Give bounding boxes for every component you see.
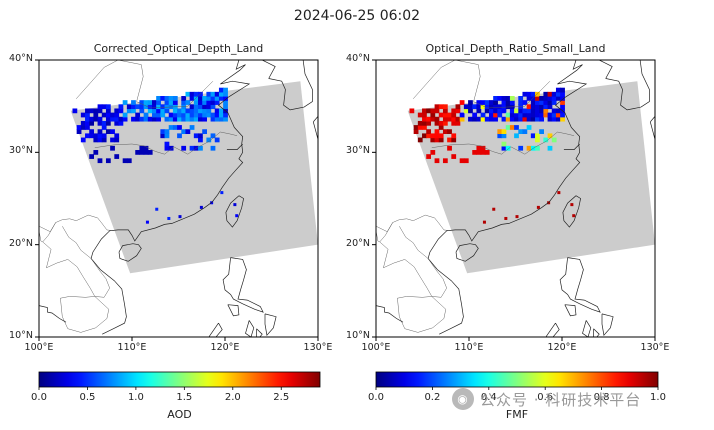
colorbar-tick-label: 0.8 bbox=[593, 392, 610, 403]
y-tick-label: 40°N bbox=[346, 53, 370, 64]
y-tick-label: 10°N bbox=[9, 330, 33, 341]
x-tick-label: 110°E bbox=[117, 342, 147, 353]
colorbar-tick-label: 0.5 bbox=[79, 392, 96, 403]
y-tick-label: 20°N bbox=[346, 237, 370, 249]
retrieval-pixels bbox=[72, 87, 239, 224]
watermark-text: 公众号 · 科研技术平台 bbox=[480, 390, 642, 409]
colorbar bbox=[38, 371, 321, 388]
panel-title: Corrected_Optical_Depth_Land bbox=[93, 42, 264, 55]
coastlines bbox=[39, 60, 318, 337]
y-tick-label: 20°N bbox=[9, 237, 33, 249]
x-tick-label: 120°E bbox=[210, 342, 240, 353]
colorbar-tick-label: 2.5 bbox=[273, 392, 290, 403]
y-tick-label: 30°N bbox=[9, 145, 33, 157]
satellite-swath bbox=[407, 81, 655, 274]
colorbar-tick-label: 0.6 bbox=[537, 392, 554, 403]
wechat-icon: ◉ bbox=[452, 388, 474, 410]
figure-title: 2024-06-25 06:02 bbox=[293, 8, 421, 24]
colorbar-tick-label: 1.0 bbox=[127, 392, 144, 403]
x-tick-label: 110°E bbox=[454, 342, 484, 353]
retrieval-pixels bbox=[409, 87, 576, 224]
colorbar-tick-label: 2.0 bbox=[224, 392, 241, 403]
watermark: ◉ 公众号 · 科研技术平台 bbox=[452, 388, 641, 410]
colorbar-label: AOD bbox=[167, 408, 192, 421]
x-tick-label: 130°E bbox=[303, 342, 333, 353]
x-tick-label: 100°E bbox=[24, 342, 54, 353]
x-tick-label: 130°E bbox=[640, 342, 670, 353]
colorbar-tick-label: 0.0 bbox=[368, 392, 384, 403]
colorbar-tick-label: 0.4 bbox=[480, 392, 497, 403]
colorbar-tick-label: 0.0 bbox=[31, 392, 47, 403]
colorbar bbox=[375, 371, 659, 388]
coastlines bbox=[376, 60, 655, 337]
y-tick-label: 30°N bbox=[346, 145, 370, 157]
x-tick-label: 100°E bbox=[361, 342, 391, 353]
x-tick-label: 120°E bbox=[547, 342, 577, 353]
y-tick-label: 10°N bbox=[346, 330, 370, 341]
colorbar-tick-label: 1.0 bbox=[650, 392, 666, 403]
colorbar-tick-label: 1.5 bbox=[176, 392, 193, 403]
panel-title: Optical_Depth_Ratio_Small_Land bbox=[425, 42, 606, 55]
satellite-swath bbox=[70, 81, 318, 274]
y-tick-label: 40°N bbox=[9, 53, 33, 64]
colorbar-tick-label: 0.2 bbox=[424, 392, 441, 403]
colorbar-label: FMF bbox=[505, 408, 529, 421]
